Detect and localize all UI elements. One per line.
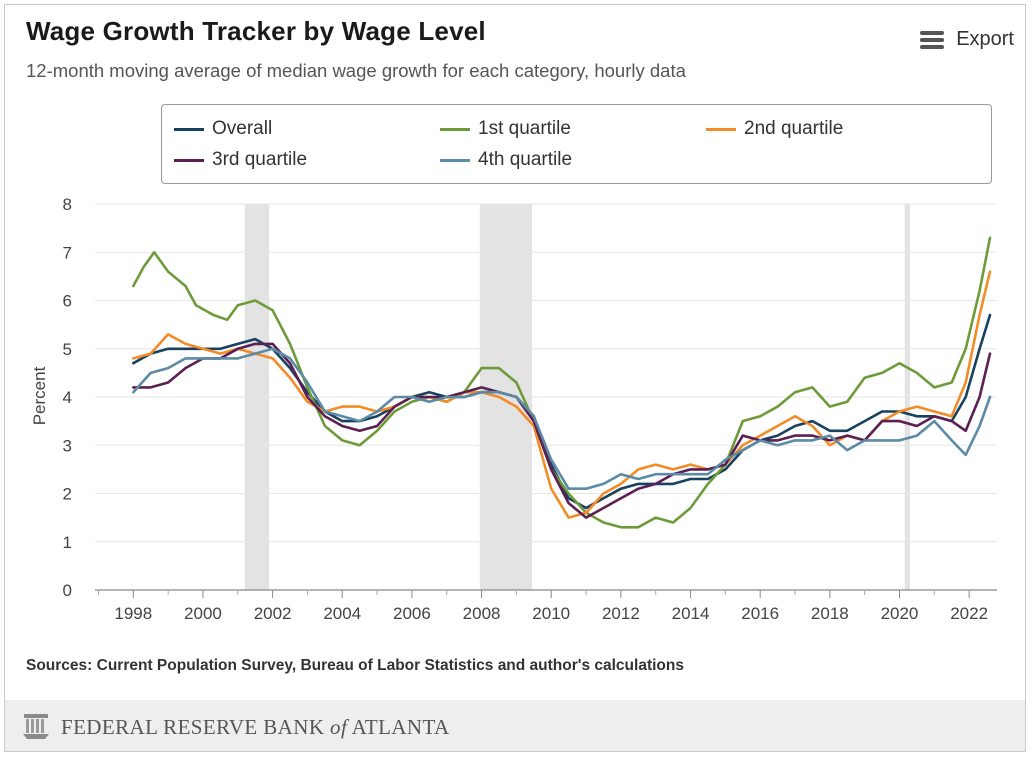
y-tick-label: 2 [63, 485, 72, 504]
x-tick-label: 2012 [602, 604, 640, 623]
x-tick-label: 2004 [323, 604, 361, 623]
chart-title: Wage Growth Tracker by Wage Level [26, 16, 486, 46]
x-tick-label: 2022 [950, 604, 988, 623]
series-lines [132, 236, 992, 529]
x-tick-label: 2016 [741, 604, 779, 623]
x-tick-label: 2020 [881, 604, 919, 623]
gridlines [95, 203, 997, 543]
x-tick-label: 2008 [463, 604, 501, 623]
y-tick-label: 3 [63, 436, 72, 455]
legend-item-1st-quartile[interactable]: 1st quartile [440, 118, 571, 140]
legend-item-2nd-quartile[interactable]: 2nd quartile [706, 118, 843, 140]
y-tick-label: 5 [63, 340, 72, 359]
org-name-prefix: FEDERAL RESERVE BANK [61, 715, 331, 739]
series-line-4th-quartile [132, 347, 992, 490]
export-label: Export [956, 28, 1014, 50]
x-tick-label: 1998 [114, 604, 152, 623]
x-tick-label: 2018 [811, 604, 849, 623]
menu-icon [920, 30, 945, 49]
y-tick-label: 1 [63, 533, 72, 552]
legend-label: 2nd quartile [744, 118, 844, 139]
chart-subtitle: 12-month moving average of median wage g… [26, 60, 686, 81]
x-tick-label: 2000 [184, 604, 222, 623]
source-note: Sources: Current Population Survey, Bure… [26, 657, 684, 674]
org-name: FEDERAL RESERVE BANK of ATLANTA [61, 715, 450, 740]
y-tick-label: 7 [63, 243, 72, 262]
footer-bar: FEDERAL RESERVE BANK of ATLANTA [5, 700, 1025, 751]
legend-label: 1st quartile [478, 118, 571, 139]
chart-legend: Overall 1st quartile 2nd quartile 3rd qu… [161, 104, 992, 184]
series-line-overall [132, 313, 992, 510]
x-tick-label: 2014 [672, 604, 710, 623]
export-button[interactable]: Export [920, 28, 1014, 51]
legend-swatch [706, 127, 736, 131]
y-tick-label: 6 [63, 292, 72, 311]
legend-label: Overall [212, 118, 273, 139]
org-name-of: of [330, 715, 348, 739]
y-axis-label: Percent [30, 366, 49, 425]
legend-label: 4th quartile [478, 149, 573, 170]
x-tick-label: 2002 [254, 604, 292, 623]
legend-item-overall[interactable]: Overall [174, 118, 272, 140]
legend-item-3rd-quartile[interactable]: 3rd quartile [174, 149, 307, 171]
y-tick-label: 0 [63, 581, 72, 600]
x-tick-label: 2010 [532, 604, 570, 623]
y-tick-label: 4 [63, 388, 72, 407]
legend-swatch [440, 127, 470, 131]
legend-item-4th-quartile[interactable]: 4th quartile [440, 149, 572, 171]
fed-eagle-logo-icon [23, 714, 49, 739]
legend-swatch [440, 158, 470, 162]
legend-swatch [174, 158, 204, 162]
org-name-suffix: ATLANTA [347, 715, 450, 739]
series-line-3rd-quartile [132, 342, 992, 519]
legend-swatch [174, 127, 204, 131]
x-tick-label: 2006 [393, 604, 431, 623]
axes: 0 1 2 3 4 5 6 7 8 1998 2000 2002 2004 2006 2008 2010 201… [63, 195, 997, 623]
line-chart: 0 1 2 3 4 5 6 7 8 1998 2000 2002 2004 2006 2008 2010 201… [30, 195, 997, 623]
legend-label: 3rd quartile [212, 149, 308, 170]
y-tick-label: 8 [63, 195, 72, 214]
